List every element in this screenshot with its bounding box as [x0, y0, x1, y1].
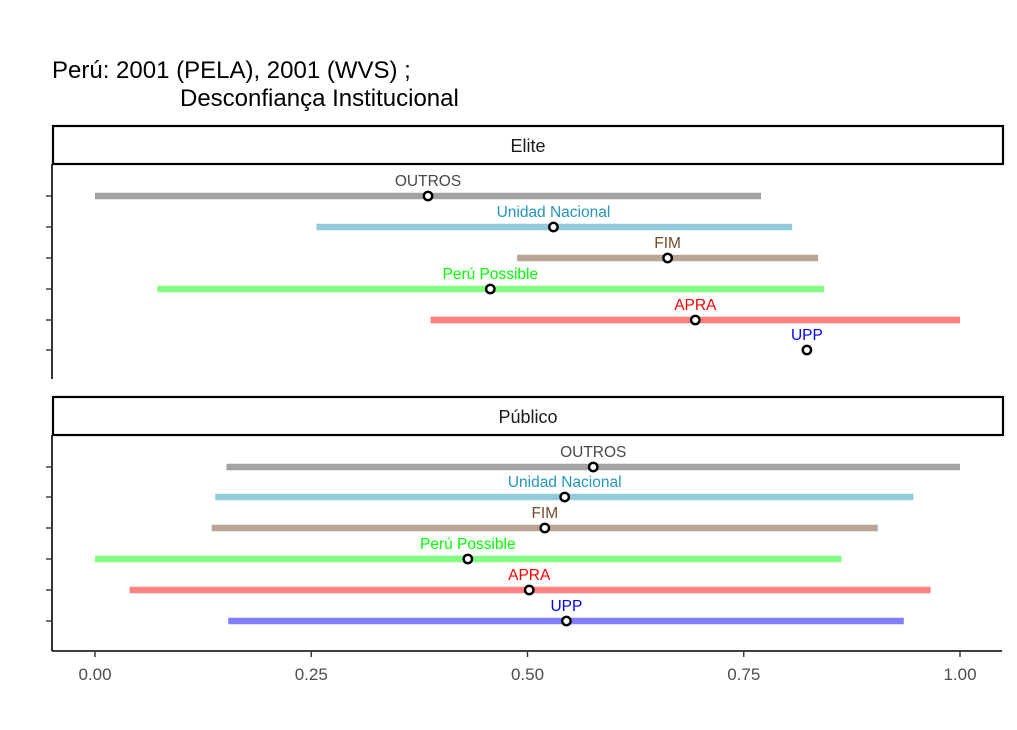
point-label: UPP — [550, 598, 582, 615]
chart-title-line2: Desconfiança Institucional — [180, 85, 459, 112]
x-tick-label: 1.00 — [943, 665, 976, 684]
row-upp: UPP — [46, 327, 823, 356]
row-fim: FIM — [46, 505, 878, 534]
point-marker — [462, 553, 474, 565]
x-tick-label: 0.25 — [295, 665, 328, 684]
row-apra: APRA — [46, 567, 931, 596]
point-label: APRA — [674, 297, 717, 314]
point-label: Unidad Nacional — [497, 204, 611, 221]
panel-elite: Elite OUTROS Unidad Nacional FIM Perú Possib… — [46, 124, 1005, 379]
point-marker — [523, 584, 535, 596]
point-marker — [559, 491, 571, 503]
point-label: Unidad Nacional — [508, 474, 622, 491]
point-label: FIM — [531, 505, 558, 522]
point-marker — [539, 522, 551, 534]
point-label: FIM — [654, 235, 681, 252]
facet-strip-label: Elite — [510, 136, 545, 156]
point-label: UPP — [791, 327, 823, 344]
point-marker — [484, 283, 496, 295]
point-marker — [587, 461, 599, 473]
point-label: Perú Possible — [442, 266, 538, 283]
point-marker — [662, 252, 674, 264]
row-unidad-nacional: Unidad Nacional — [46, 204, 793, 233]
facet-strip — [51, 124, 1005, 166]
point-label: OUTROS — [395, 173, 461, 190]
row-upp: UPP — [46, 598, 904, 627]
panels: Elite OUTROS Unidad Nacional FIM Perú Possib… — [46, 124, 1005, 651]
row-outros: OUTROS — [46, 444, 960, 473]
point-label: Perú Possible — [420, 536, 516, 553]
x-tick-label: 0.50 — [511, 665, 544, 684]
point-marker — [689, 314, 701, 326]
facet-strip-label: Público — [498, 407, 557, 427]
point-label: OUTROS — [560, 444, 626, 461]
row-fim: FIM — [46, 235, 819, 264]
point-marker — [801, 344, 813, 356]
x-tick-label: 0.75 — [727, 665, 760, 684]
row-unidad-nacional: Unidad Nacional — [46, 474, 914, 503]
chart-title-line1: Perú: 2001 (PELA), 2001 (WVS) ; — [52, 57, 411, 84]
point-marker — [548, 221, 559, 233]
x-tick-label: 0.00 — [78, 665, 111, 684]
point-label: APRA — [508, 567, 551, 584]
row-apra: APRA — [46, 297, 960, 326]
x-axis: 0.00 0.25 0.50 0.75 1.00 — [52, 650, 1002, 684]
point-marker — [422, 190, 434, 202]
row-per-possible: Perú Possible — [46, 266, 825, 295]
row-outros: OUTROS — [46, 173, 762, 202]
row-per-possible: Perú Possible — [46, 536, 842, 565]
facet-strip — [51, 395, 1005, 437]
point-marker — [561, 615, 572, 627]
